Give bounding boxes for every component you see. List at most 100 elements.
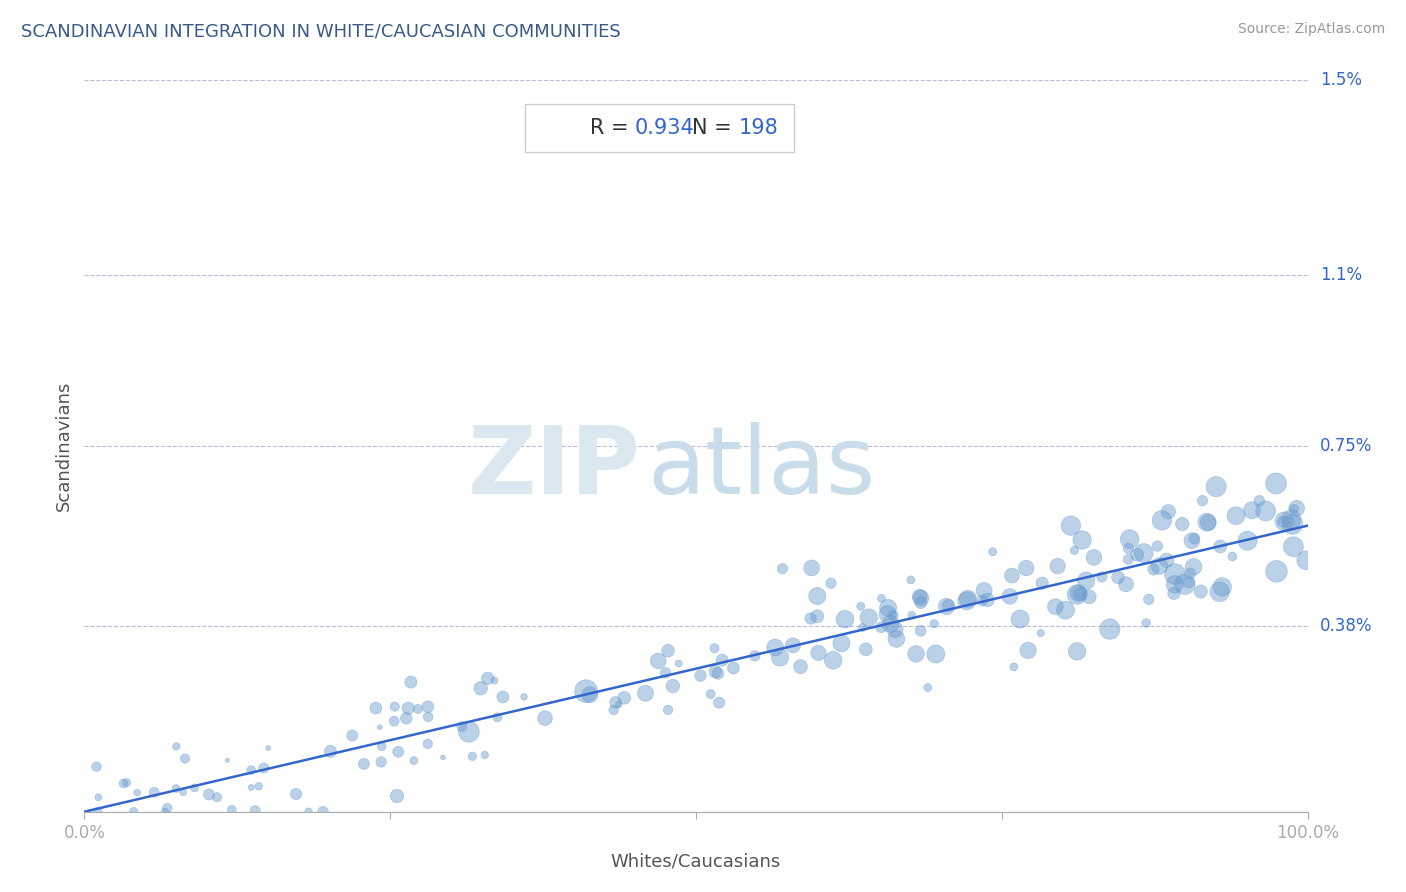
- Point: [1157, 505, 1180, 519]
- Point: [1163, 586, 1185, 600]
- Point: [87, 790, 110, 805]
- Point: [165, 781, 187, 796]
- Point: [319, 744, 342, 758]
- Point: [744, 648, 766, 663]
- Point: [1046, 559, 1069, 574]
- Point: [1066, 644, 1088, 658]
- Point: [607, 698, 630, 712]
- Point: [217, 753, 239, 767]
- Point: [1146, 539, 1168, 553]
- Point: [879, 616, 901, 631]
- Point: [936, 599, 959, 613]
- Point: [240, 780, 263, 795]
- Point: [384, 699, 406, 714]
- Point: [1182, 532, 1205, 546]
- Point: [901, 608, 924, 623]
- Point: [183, 780, 205, 795]
- Text: 1.5%: 1.5%: [1320, 71, 1362, 89]
- Point: [1078, 590, 1101, 604]
- Point: [153, 805, 176, 819]
- Point: [1281, 517, 1303, 532]
- Point: [858, 610, 880, 624]
- Point: [763, 640, 786, 655]
- Point: [1171, 516, 1194, 531]
- Point: [1164, 567, 1187, 582]
- Point: [976, 593, 998, 607]
- Point: [534, 711, 557, 725]
- Point: [1017, 643, 1039, 657]
- Point: [1132, 546, 1154, 560]
- Point: [77, 805, 100, 819]
- Text: 1.1%: 1.1%: [1320, 267, 1362, 285]
- Point: [396, 701, 419, 715]
- Point: [1236, 533, 1258, 548]
- Point: [127, 786, 149, 800]
- Point: [1149, 559, 1171, 574]
- Point: [1180, 566, 1202, 581]
- Point: [657, 644, 679, 658]
- Point: [416, 699, 439, 714]
- Point: [723, 661, 745, 675]
- Point: [402, 754, 425, 768]
- Point: [342, 729, 364, 743]
- Point: [1282, 540, 1305, 554]
- Point: [1126, 548, 1149, 562]
- FancyBboxPatch shape: [524, 104, 794, 152]
- Point: [1118, 552, 1140, 566]
- Point: [221, 803, 243, 817]
- Point: [699, 687, 721, 701]
- Text: 0.75%: 0.75%: [1320, 437, 1372, 455]
- Point: [998, 590, 1021, 604]
- Point: [364, 701, 387, 715]
- Point: [1107, 570, 1129, 584]
- Point: [870, 591, 893, 606]
- Point: [1178, 575, 1201, 590]
- Point: [634, 686, 657, 700]
- Point: [579, 688, 602, 702]
- Point: [1054, 603, 1077, 617]
- Point: [1142, 562, 1164, 576]
- Point: [956, 591, 979, 606]
- Point: [1150, 513, 1173, 527]
- Point: [905, 647, 928, 661]
- Point: [492, 690, 515, 704]
- Point: [807, 646, 830, 660]
- Point: [1181, 533, 1204, 548]
- Point: [370, 739, 392, 754]
- Point: [1067, 586, 1090, 600]
- Point: [900, 573, 922, 587]
- Point: [613, 690, 636, 705]
- Point: [245, 804, 267, 818]
- Point: [174, 751, 197, 765]
- Point: [981, 545, 1004, 559]
- Point: [513, 690, 536, 704]
- Point: [1265, 565, 1288, 579]
- Point: [1031, 576, 1053, 591]
- Point: [477, 671, 499, 685]
- Point: [1118, 532, 1140, 546]
- Point: [823, 653, 845, 667]
- Point: [707, 666, 730, 681]
- Point: [877, 600, 900, 615]
- Point: [1272, 515, 1295, 529]
- Point: [1222, 549, 1244, 564]
- Point: [806, 609, 828, 624]
- Point: [575, 684, 598, 698]
- Point: [1205, 480, 1227, 494]
- Point: [1225, 508, 1247, 523]
- Point: [470, 681, 492, 696]
- Point: [385, 789, 408, 803]
- Text: R =: R =: [589, 118, 636, 138]
- Point: [253, 761, 276, 775]
- Point: [1135, 615, 1157, 630]
- Text: N =: N =: [692, 118, 738, 138]
- Point: [1069, 587, 1091, 601]
- Point: [1208, 584, 1230, 599]
- Point: [484, 673, 506, 688]
- Point: [935, 599, 957, 614]
- Text: Source: ZipAtlas.com: Source: ZipAtlas.com: [1237, 22, 1385, 37]
- Point: [647, 654, 669, 668]
- Point: [474, 747, 496, 762]
- Point: [1189, 584, 1212, 599]
- Point: [855, 642, 877, 657]
